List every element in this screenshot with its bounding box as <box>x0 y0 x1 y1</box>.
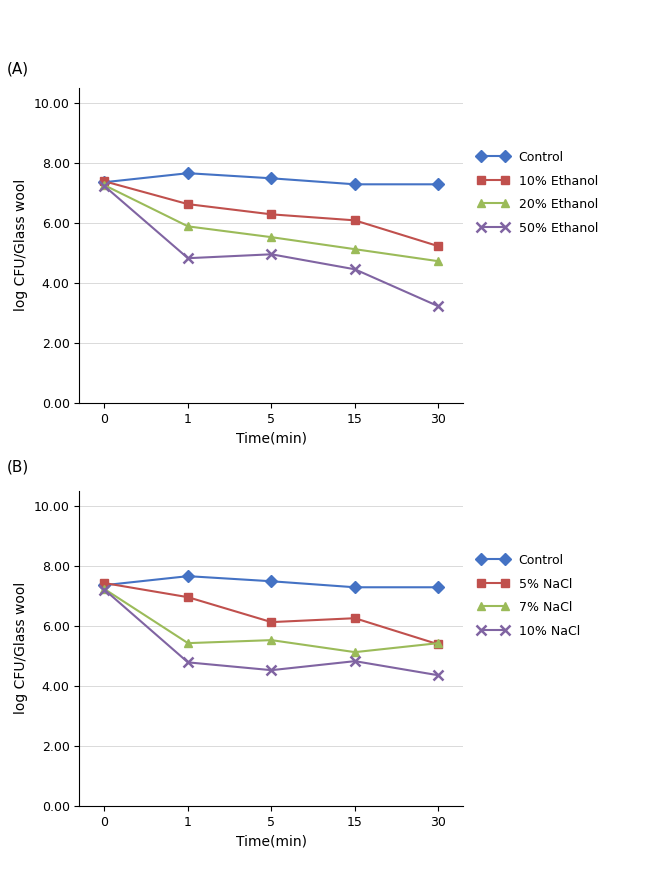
Line: 5% NaCl: 5% NaCl <box>101 579 442 648</box>
Line: Control: Control <box>101 169 442 188</box>
50% Ethanol <box>101 180 109 191</box>
X-axis label: Time(min): Time(min) <box>236 431 307 445</box>
10% NaCl <box>267 665 275 675</box>
Line: 50% Ethanol: 50% Ethanol <box>99 181 444 311</box>
Control <box>351 179 359 189</box>
10% Ethanol <box>184 199 192 209</box>
7% NaCl <box>434 638 442 648</box>
Line: 10% NaCl: 10% NaCl <box>99 585 444 680</box>
7% NaCl <box>351 646 359 657</box>
10% NaCl <box>434 670 442 681</box>
7% NaCl <box>267 635 275 646</box>
Y-axis label: log CFU/Glass wool: log CFU/Glass wool <box>15 180 28 311</box>
50% Ethanol <box>351 264 359 274</box>
50% Ethanol <box>267 249 275 259</box>
Control <box>434 582 442 592</box>
7% NaCl <box>184 638 192 648</box>
10% NaCl <box>101 584 109 595</box>
X-axis label: Time(min): Time(min) <box>236 834 307 848</box>
20% Ethanol <box>184 221 192 231</box>
Control <box>184 571 192 582</box>
Line: 10% Ethanol: 10% Ethanol <box>101 177 442 251</box>
Y-axis label: log CFU/Glass wool: log CFU/Glass wool <box>15 583 28 714</box>
20% Ethanol <box>351 244 359 254</box>
50% Ethanol <box>434 301 442 312</box>
10% Ethanol <box>351 215 359 226</box>
Control <box>101 177 109 187</box>
20% Ethanol <box>434 256 442 266</box>
5% NaCl <box>184 592 192 603</box>
10% Ethanol <box>267 209 275 220</box>
20% Ethanol <box>267 232 275 243</box>
Control <box>434 179 442 189</box>
Legend: Control, 10% Ethanol, 20% Ethanol, 50% Ethanol: Control, 10% Ethanol, 20% Ethanol, 50% E… <box>477 151 598 235</box>
Control <box>267 173 275 184</box>
7% NaCl <box>101 583 109 594</box>
20% Ethanol <box>101 180 109 190</box>
5% NaCl <box>434 639 442 650</box>
Text: (B): (B) <box>7 460 29 475</box>
Control <box>267 576 275 587</box>
Legend: Control, 5% NaCl, 7% NaCl, 10% NaCl: Control, 5% NaCl, 7% NaCl, 10% NaCl <box>477 554 580 638</box>
5% NaCl <box>267 617 275 627</box>
10% Ethanol <box>434 241 442 251</box>
5% NaCl <box>351 613 359 624</box>
Line: Control: Control <box>101 572 442 591</box>
10% Ethanol <box>101 176 109 187</box>
Line: 7% NaCl: 7% NaCl <box>101 585 442 656</box>
50% Ethanol <box>184 253 192 264</box>
Control <box>351 582 359 592</box>
Line: 20% Ethanol: 20% Ethanol <box>101 181 442 265</box>
Control <box>184 168 192 179</box>
10% NaCl <box>351 656 359 667</box>
Control <box>101 580 109 590</box>
Text: (A): (A) <box>7 61 28 76</box>
5% NaCl <box>101 578 109 589</box>
10% NaCl <box>184 657 192 668</box>
